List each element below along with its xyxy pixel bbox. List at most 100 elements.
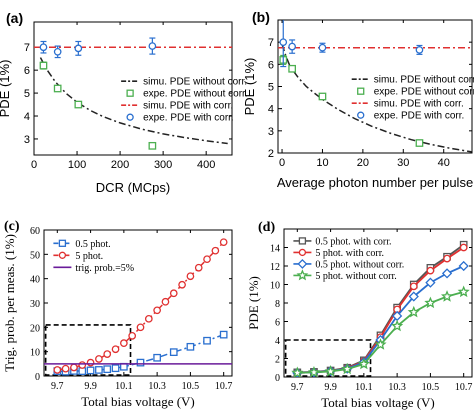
y-tick-label: 5 bbox=[268, 82, 274, 94]
x-tick-label: 10.5 bbox=[182, 381, 200, 392]
data-point bbox=[148, 42, 157, 50]
series-3 bbox=[291, 285, 470, 377]
data-point bbox=[136, 323, 145, 332]
legend-entry: expe. PDE without corr. bbox=[143, 89, 248, 100]
x-axis-label: DCR (MCps) bbox=[96, 180, 170, 195]
x-tick-label: 0 bbox=[31, 159, 37, 171]
data-point bbox=[103, 350, 112, 358]
y-tick-label: 4 bbox=[24, 111, 30, 123]
legend-entry: expe. PDE with corr. bbox=[374, 111, 465, 122]
chart-panel-a: 0 100 200 300 400 3 4 5 6 7 DCR (MCps) PDE (1%) (a) s… bbox=[0, 10, 248, 195]
data-point bbox=[441, 268, 453, 279]
legend-entry: 5 phot. without corr. bbox=[315, 271, 396, 282]
data-point bbox=[61, 364, 70, 373]
data-point bbox=[161, 297, 170, 306]
series-3 bbox=[279, 20, 424, 68]
legend-marker bbox=[58, 251, 67, 259]
data-point bbox=[39, 61, 48, 70]
y-tick-label: 30 bbox=[30, 299, 40, 310]
x-tick-label: 9.7 bbox=[291, 382, 304, 393]
data-point bbox=[86, 358, 95, 367]
legend-entry: simu. PDE without corr. bbox=[374, 75, 474, 86]
legend: 0.5 phot.5 phot.trig. prob.=5% bbox=[53, 239, 134, 274]
data-point bbox=[211, 246, 220, 255]
series-3 bbox=[39, 37, 157, 59]
y-tick-label: 6 bbox=[275, 318, 280, 329]
x-tick-label: 20 bbox=[357, 157, 369, 169]
y-tick-label: 20 bbox=[30, 323, 40, 334]
highlight-box bbox=[284, 339, 372, 377]
legend-entry: simu. PDE without corr. bbox=[143, 77, 247, 88]
series-1 bbox=[39, 61, 157, 150]
panel-label: (b) bbox=[252, 9, 270, 25]
data-point bbox=[86, 366, 95, 375]
legend-marker bbox=[126, 89, 134, 97]
legend-entry: simu. PDE with corr. bbox=[374, 99, 464, 110]
x-tick-label: 0 bbox=[279, 157, 285, 169]
y-tick-label: 2 bbox=[275, 355, 280, 366]
data-point bbox=[169, 289, 178, 298]
x-tick-label: 10 bbox=[316, 157, 328, 169]
data-point bbox=[53, 84, 62, 93]
y-axis-label: PDE (1%) bbox=[242, 58, 257, 116]
x-axis-label: Total bias voltage (V) bbox=[321, 395, 435, 410]
data-point bbox=[391, 319, 404, 332]
y-tick-label: 50 bbox=[30, 250, 40, 261]
data-point bbox=[374, 338, 387, 350]
data-point bbox=[203, 255, 211, 264]
x-tick-label: 10.7 bbox=[215, 381, 233, 392]
legend: simu. PDE without corr.expe. PDE without… bbox=[121, 77, 248, 124]
highlight-box bbox=[44, 324, 132, 376]
data-point bbox=[70, 363, 78, 372]
data-point bbox=[169, 348, 178, 357]
y-tick-label: 0 bbox=[35, 372, 40, 383]
plot-area bbox=[278, 20, 472, 153]
data-point bbox=[459, 243, 468, 252]
data-point bbox=[415, 46, 424, 54]
data-point bbox=[103, 365, 112, 374]
legend-entry: 5 phot. bbox=[75, 251, 103, 262]
y-tick-label: 10 bbox=[270, 281, 280, 292]
data-point bbox=[39, 43, 48, 52]
y-tick-label: 60 bbox=[30, 226, 40, 237]
chart-panel-b: 0 10 20 30 40 2 3 4 5 6 7 Average photon number per… bbox=[242, 9, 474, 190]
legend-entry: 0.5 phot. with corr. bbox=[315, 236, 391, 247]
data-point bbox=[425, 277, 436, 288]
series-0 bbox=[281, 44, 472, 153]
x-tick-label: 9.9 bbox=[324, 382, 337, 393]
y-tick-label: 5 bbox=[24, 88, 30, 100]
data-point bbox=[279, 38, 288, 47]
plot-area bbox=[34, 37, 232, 150]
legend-marker bbox=[296, 269, 309, 281]
x-tick-label: 9.9 bbox=[84, 381, 97, 392]
plot-frame bbox=[43, 229, 233, 377]
x-tick-label: 10.1 bbox=[355, 382, 373, 393]
y-tick-label: 4 bbox=[275, 336, 280, 347]
data-point bbox=[324, 365, 337, 377]
y-axis-label: Trig. prob. per meas. (1%) bbox=[2, 234, 17, 372]
data-point bbox=[148, 141, 157, 150]
data-point bbox=[288, 42, 296, 51]
data-point bbox=[111, 345, 120, 354]
legend: simu. PDE without corr.expe. PDE without… bbox=[351, 75, 474, 122]
y-tick-label: 14 bbox=[270, 244, 280, 255]
plot-area bbox=[284, 240, 470, 377]
data-point bbox=[219, 330, 228, 339]
legend: 0.5 phot. with corr.5 phot. with corr.0.… bbox=[293, 236, 404, 282]
y-tick-label: 2 bbox=[268, 148, 274, 160]
legend-marker bbox=[126, 113, 134, 121]
data-point bbox=[153, 353, 161, 362]
y-tick-label: 0 bbox=[275, 373, 280, 384]
y-axis-label: PDE (1%) bbox=[0, 60, 12, 118]
legend-marker bbox=[298, 237, 307, 245]
data-point bbox=[74, 44, 83, 53]
data-point bbox=[307, 365, 321, 377]
data-point bbox=[424, 296, 437, 309]
plot-frame bbox=[33, 21, 233, 156]
y-tick-label: 7 bbox=[24, 42, 30, 54]
y-tick-label: 3 bbox=[268, 126, 274, 138]
data-point bbox=[409, 282, 418, 291]
legend-entry: expe. PDE without corr. bbox=[374, 87, 474, 98]
legend-marker bbox=[357, 87, 365, 95]
